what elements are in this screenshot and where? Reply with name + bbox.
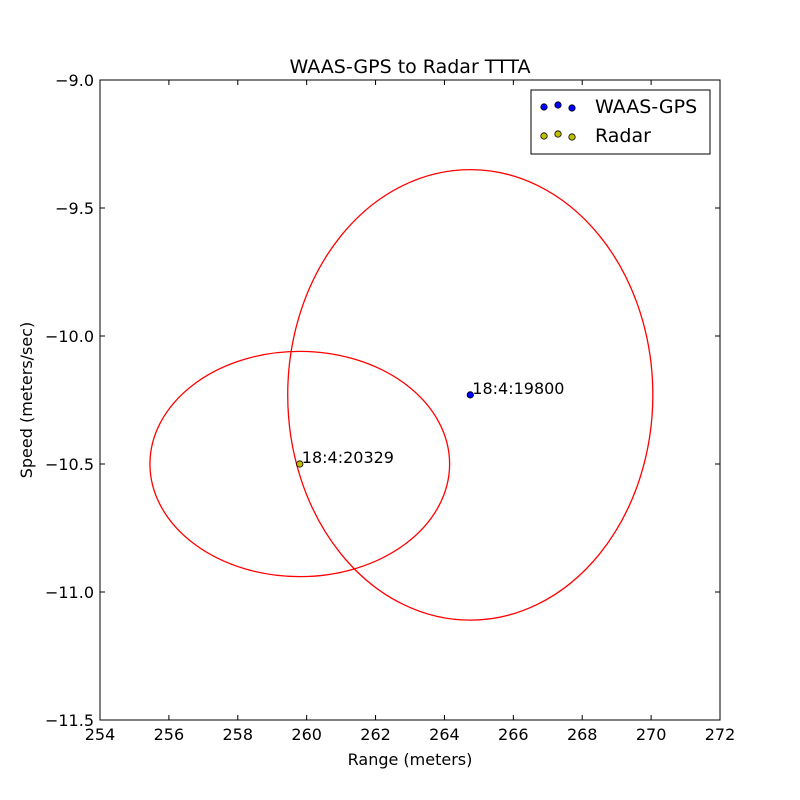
chart-title: WAAS-GPS to Radar TTTA	[290, 56, 531, 78]
x-tick-label: 270	[636, 725, 667, 744]
point-annotation: 18:4:20329	[302, 448, 394, 467]
x-tick-label: 260	[291, 725, 322, 744]
legend-marker-dot	[540, 132, 548, 140]
y-tick-label: −10.5	[45, 455, 94, 474]
y-axis-label: Speed (meters/sec)	[17, 322, 36, 479]
y-tick-label: −11.5	[45, 711, 94, 730]
legend-label-radar: Radar	[595, 125, 651, 147]
legend-marker-dot	[554, 130, 562, 138]
plot-frame	[99, 79, 721, 721]
axis-ticks: 254 256 258 260 262 264 266 268 270 272 −9.0 −9.5 −1…	[45, 71, 735, 744]
confidence-ellipses	[149, 168, 654, 621]
x-tick-label: 254	[85, 725, 116, 744]
x-tick-label: 272	[705, 725, 736, 744]
point-annotations: 18:4:19800 18:4:20329	[302, 379, 565, 467]
confidence-ellipse	[287, 168, 654, 621]
legend-marker-dot	[568, 133, 576, 141]
legend-marker-waas-gps	[540, 101, 576, 112]
y-tick-label: −10.0	[45, 327, 94, 346]
legend-box	[530, 89, 711, 155]
legend-marker-radar	[540, 130, 576, 141]
x-tick-label: 262	[360, 725, 391, 744]
data-points	[296, 391, 474, 468]
x-tick-label: 256	[154, 725, 185, 744]
legend-marker-dot	[540, 103, 548, 111]
legend-marker-dot	[554, 101, 562, 109]
legend-label-waas-gps: WAAS-GPS	[595, 96, 697, 118]
x-tick-label: 258	[223, 725, 254, 744]
confidence-ellipse	[149, 350, 451, 578]
data-point	[466, 391, 474, 399]
x-tick-label: 268	[567, 725, 598, 744]
y-tick-label: −9.0	[55, 71, 94, 90]
legend: WAAS-GPS Radar	[530, 89, 711, 155]
x-tick-label: 266	[498, 725, 529, 744]
legend-marker-dot	[568, 104, 576, 112]
x-axis-label: Range (meters)	[348, 750, 473, 769]
point-annotation: 18:4:19800	[472, 379, 564, 398]
y-tick-label: −11.0	[45, 583, 94, 602]
x-tick-label: 264	[429, 725, 460, 744]
data-point	[296, 460, 304, 468]
y-tick-label: −9.5	[55, 199, 94, 218]
